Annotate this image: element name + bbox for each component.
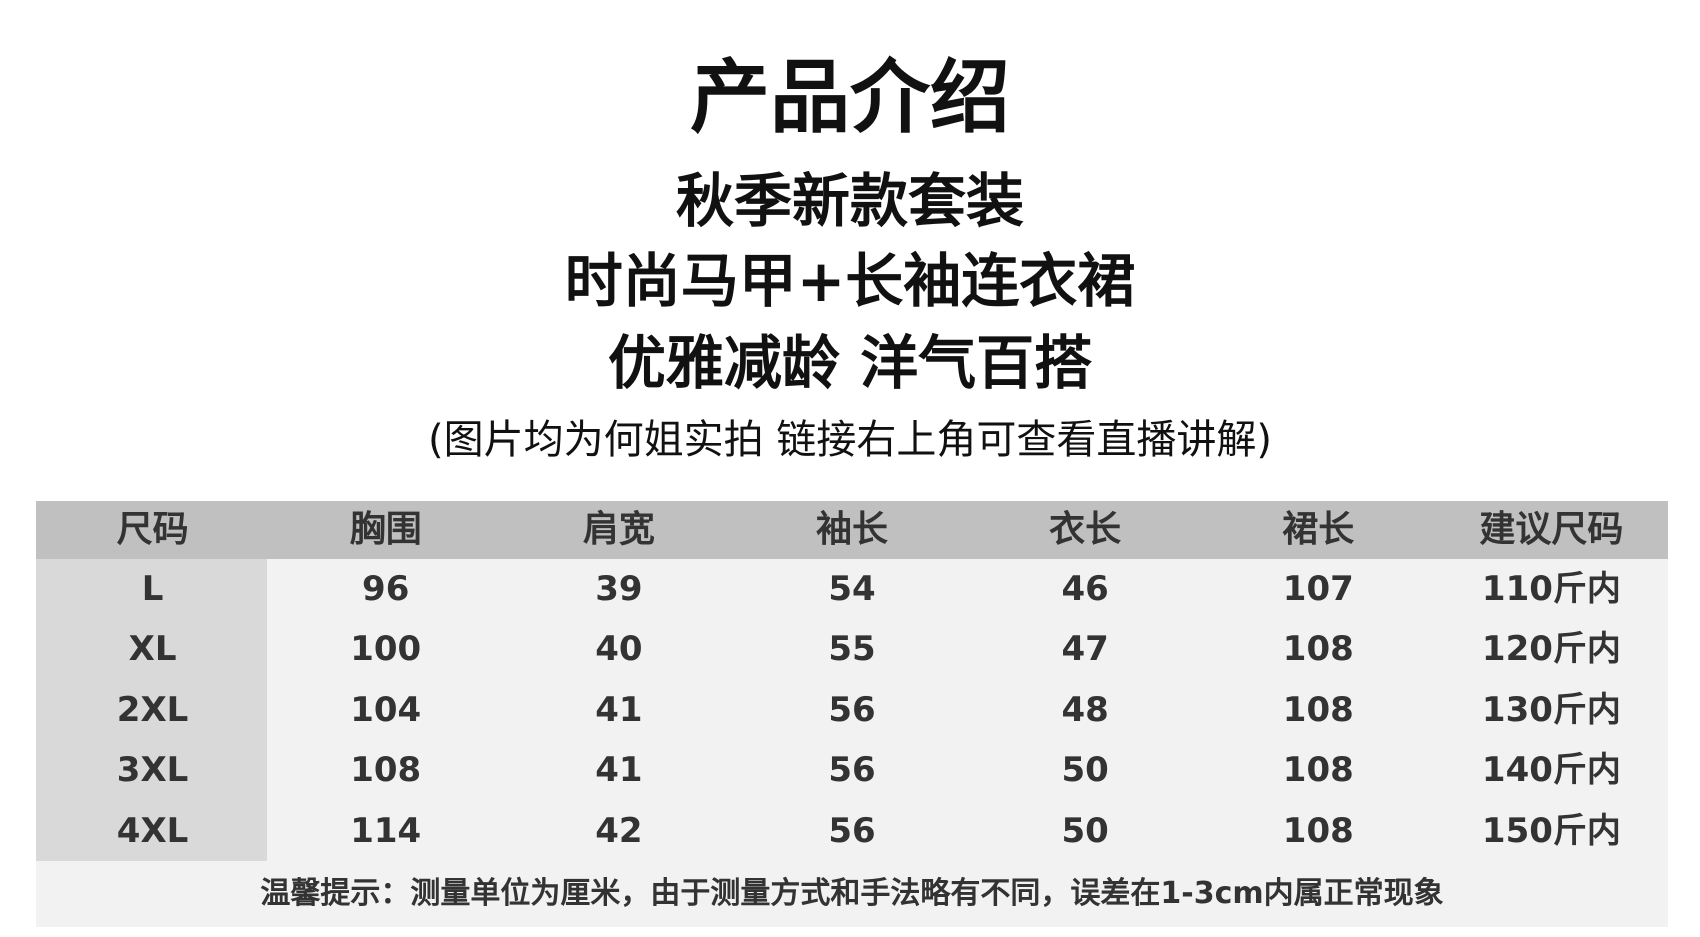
table-cell: 56 <box>828 689 876 730</box>
table-cell: L <box>141 569 164 609</box>
table-row: 3XL 108 41 56 50 108 140斤内 <box>36 740 1668 800</box>
table-cell: 56 <box>828 810 876 851</box>
header-size: 尺码 <box>116 509 189 550</box>
table-cell: 48 <box>1061 689 1109 730</box>
table-cell: 150斤内 <box>1481 810 1621 851</box>
table-cell: XL <box>128 629 177 670</box>
table-cell: 108 <box>350 750 422 791</box>
table-cell: 108 <box>1282 750 1354 791</box>
header-top-length: 衣长 <box>1049 509 1122 550</box>
page-title: 产品介绍 <box>690 51 1010 144</box>
table-cell: 108 <box>1282 689 1354 730</box>
table-cell: 104 <box>350 689 422 730</box>
header-recommended: 建议尺码 <box>1479 509 1624 550</box>
table-cell: 110斤内 <box>1481 569 1621 609</box>
table-cell: 120斤内 <box>1481 629 1621 670</box>
header-shoulder: 肩宽 <box>582 509 655 550</box>
subtitle-line-3: 优雅减龄 洋气百搭 <box>607 329 1093 397</box>
table-cell: 41 <box>595 689 643 730</box>
table-cell: 56 <box>828 750 876 791</box>
photo-note: (图片均为何姐实拍 链接右上角可查看直播讲解) <box>428 417 1272 463</box>
table-row: L 96 39 54 46 107 110斤内 <box>36 559 1668 619</box>
table-cell: 41 <box>595 750 643 791</box>
header-chest: 胸围 <box>349 509 422 550</box>
table-cell: 107 <box>1282 569 1354 609</box>
table-cell: 3XL <box>116 750 189 791</box>
size-column-bg <box>36 559 267 861</box>
table-row: 4XL 114 42 56 50 108 150斤内 <box>36 801 1668 861</box>
table-cell: 96 <box>362 569 410 609</box>
size-table: 尺码 胸围 肩宽 袖长 衣长 裙长 建议尺码 L 96 39 54 46 107 110斤内… <box>36 501 1668 927</box>
table-cell: 100 <box>350 629 422 670</box>
table-row: 2XL 104 41 56 48 108 130斤内 <box>36 680 1668 740</box>
header-skirt-length: 裙长 <box>1282 509 1355 550</box>
table-cell: 54 <box>828 569 876 609</box>
subtitle-line-2: 时尚马甲+长袖连衣裙 <box>564 247 1136 315</box>
table-cell: 130斤内 <box>1481 689 1621 730</box>
table-cell: 114 <box>350 810 422 851</box>
table-cell: 108 <box>1282 629 1354 670</box>
table-cell: 50 <box>1061 810 1109 851</box>
subtitle-line-1: 秋季新款套装 <box>675 167 1024 235</box>
table-cell: 4XL <box>116 810 189 851</box>
table-cell: 47 <box>1061 629 1109 670</box>
header-sleeve: 袖长 <box>815 509 888 550</box>
table-cell: 2XL <box>116 689 189 730</box>
table-cell: 46 <box>1061 569 1109 609</box>
table-header: 尺码 胸围 肩宽 袖长 衣长 裙长 建议尺码 <box>36 501 1668 559</box>
table-cell: 108 <box>1282 810 1354 851</box>
table-cell: 39 <box>595 569 643 609</box>
table-cell: 50 <box>1061 750 1109 791</box>
table-footer-note: 温馨提示：测量单位为厘米，由于测量方式和手法略有不同，误差在1-3cm内属正常现… <box>260 876 1444 911</box>
table-cell: 40 <box>595 629 643 670</box>
table-row: XL 100 40 55 47 108 120斤内 <box>36 619 1668 679</box>
table-cell: 55 <box>828 629 876 670</box>
table-cell: 140斤内 <box>1481 750 1621 791</box>
table-cell: 42 <box>595 810 643 851</box>
